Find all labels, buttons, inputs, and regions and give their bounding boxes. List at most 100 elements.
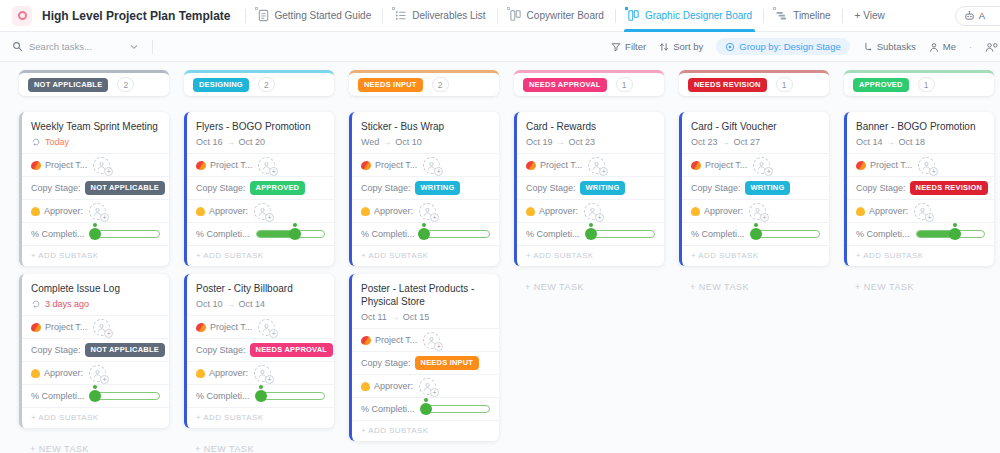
copy-stage-badge[interactable]: NEEDS REVISION [910,181,989,195]
due-date[interactable]: Oct 23→Oct 27 [682,135,829,153]
due-date[interactable]: Oct 14→Oct 18 [847,135,994,153]
stage-badge[interactable]: NEEDS INPUT [358,78,423,92]
copy-stage-badge[interactable]: WRITING [580,181,626,195]
progress-slider[interactable] [91,230,160,238]
due-date[interactable]: Oct 10→Oct 14 [187,297,334,315]
task-card[interactable]: Complete Issue Log3 days agoProject T...… [19,274,169,428]
copy-stage-badge[interactable]: APPROVED [250,181,306,195]
progress-knob[interactable] [289,228,301,240]
copy-stage-badge[interactable]: NEEDS APPROVAL [250,343,334,357]
progress-slider[interactable] [421,405,490,413]
task-card[interactable]: Card - Gift VoucherOct 23→Oct 27Project … [679,112,829,266]
add-view-button[interactable]: + View [843,10,897,21]
filter-button[interactable]: Filter [611,41,646,52]
assignee-add-avatar[interactable]: + [419,378,436,395]
add-subtask-button[interactable]: + ADD SUBTASK [22,407,169,428]
assignee-add-avatar[interactable]: + [749,203,766,220]
due-date[interactable]: 3 days ago [22,297,169,315]
assignees-icon[interactable] [985,42,999,52]
progress-knob[interactable] [418,228,430,240]
copy-stage-badge[interactable]: WRITING [415,181,461,195]
chevron-down-icon[interactable] [130,44,138,50]
assignee-add-avatar[interactable]: + [753,157,770,174]
new-task-button[interactable]: + NEW TASK [184,436,334,453]
copy-stage-badge[interactable]: WRITING [745,181,791,195]
progress-knob[interactable] [750,228,762,240]
due-date[interactable]: Oct 11→Oct 15 [352,310,499,328]
task-card[interactable]: Banner - BOGO PromotionOct 14→Oct 18Proj… [844,112,994,266]
new-task-button[interactable]: + NEW TASK [679,274,829,292]
assignee-add-avatar[interactable]: + [584,203,601,220]
add-subtask-button[interactable]: + ADD SUBTASK [187,245,334,266]
assignee-add-avatar[interactable]: + [918,157,935,174]
progress-slider[interactable] [751,230,820,238]
progress-slider[interactable] [256,392,325,400]
due-date[interactable]: Oct 16→Oct 20 [187,135,334,153]
stage-badge[interactable]: DESIGNING [193,78,249,92]
copy-stage-badge[interactable]: NOT APPLICABLE [85,343,165,357]
stage-badge[interactable]: NEEDS APPROVAL [523,78,607,92]
new-task-button[interactable]: + NEW TASK [19,436,169,453]
add-subtask-button[interactable]: + ADD SUBTASK [187,407,334,428]
add-subtask-button[interactable]: + ADD SUBTASK [847,245,994,266]
assignee-add-avatar[interactable]: + [258,319,275,336]
progress-knob[interactable] [949,228,961,240]
assignee-add-avatar[interactable]: + [914,203,931,220]
progress-knob[interactable] [89,390,101,402]
task-title: Card - Gift Voucher [682,112,829,135]
tab-getting-started-guide[interactable]: Getting Started Guide [246,0,383,32]
copy-stage-badge[interactable]: NOT APPLICABLE [85,181,165,195]
stage-badge[interactable]: NEEDS REVISION [688,78,767,92]
due-date[interactable]: Wed→Oct 10 [352,135,499,153]
assignee-add-avatar[interactable]: + [254,365,271,382]
progress-knob[interactable] [255,390,267,402]
me-filter-button[interactable]: Me [929,41,956,52]
new-task-button[interactable]: + NEW TASK [514,274,664,292]
new-task-button[interactable]: + NEW TASK [844,274,994,292]
copy-stage-badge[interactable]: NEEDS INPUT [415,356,480,370]
assignee-add-avatar[interactable]: + [254,203,271,220]
add-subtask-button[interactable]: + ADD SUBTASK [352,245,499,266]
assignee-add-avatar[interactable]: + [258,157,275,174]
automate-button[interactable]: A [955,6,1000,26]
task-card[interactable]: Poster - City BillboardOct 10→Oct 14Proj… [184,274,334,428]
add-subtask-button[interactable]: + ADD SUBTASK [682,245,829,266]
tab-graphic-designer-board[interactable]: Graphic Designer Board [616,0,763,32]
task-card[interactable]: Weekly Team Sprint MeetingTodayProject T… [19,112,169,266]
subtasks-button[interactable]: Subtasks [863,41,916,52]
progress-knob[interactable] [585,228,597,240]
progress-slider[interactable] [421,230,490,238]
tab-timeline[interactable]: Timeline [764,0,841,32]
sort-by-button[interactable]: Sort by [659,41,703,52]
progress-knob[interactable] [420,403,432,415]
progress-slider[interactable] [916,230,985,238]
assignee-add-avatar[interactable]: + [93,157,110,174]
search-input[interactable] [29,41,124,52]
tab-copywriter-board[interactable]: Copywriter Board [498,0,615,32]
assignee-add-avatar[interactable]: + [588,157,605,174]
progress-slider[interactable] [586,230,655,238]
stage-badge[interactable]: APPROVED [853,78,909,92]
assignee-add-avatar[interactable]: + [93,319,110,336]
progress-slider[interactable] [256,230,325,238]
progress-slider[interactable] [91,392,160,400]
tab-deliverables-list[interactable]: Deliverables List [383,0,496,32]
task-card[interactable]: Flyers - BOGO PromotionOct 16→Oct 20Proj… [184,112,334,266]
stage-badge[interactable]: NOT APPLICABLE [28,78,108,92]
add-subtask-button[interactable]: + ADD SUBTASK [517,245,664,266]
due-date[interactable]: Today [22,135,169,153]
due-date[interactable]: Oct 19→Oct 23 [517,135,664,153]
add-subtask-button[interactable]: + ADD SUBTASK [22,245,169,266]
group-by-button[interactable]: Group by: Design Stage [716,38,849,55]
assignee-add-avatar[interactable]: + [89,203,106,220]
assignee-add-avatar[interactable]: + [423,332,440,349]
progress-knob[interactable] [89,228,101,240]
task-card[interactable]: Sticker - Bus WrapWed→Oct 10Project T...… [349,112,499,266]
task-card[interactable]: Poster - Latest Products - Physical Stor… [349,274,499,441]
assignee-add-avatar[interactable]: + [89,365,106,382]
assignee-add-avatar[interactable]: + [419,203,436,220]
add-subtask-button[interactable]: + ADD SUBTASK [352,420,499,441]
assignee-add-avatar[interactable]: + [423,157,440,174]
task-card[interactable]: Card - RewardsOct 19→Oct 23Project T...+… [514,112,664,266]
new-task-button[interactable]: + NEW TASK [349,449,499,453]
